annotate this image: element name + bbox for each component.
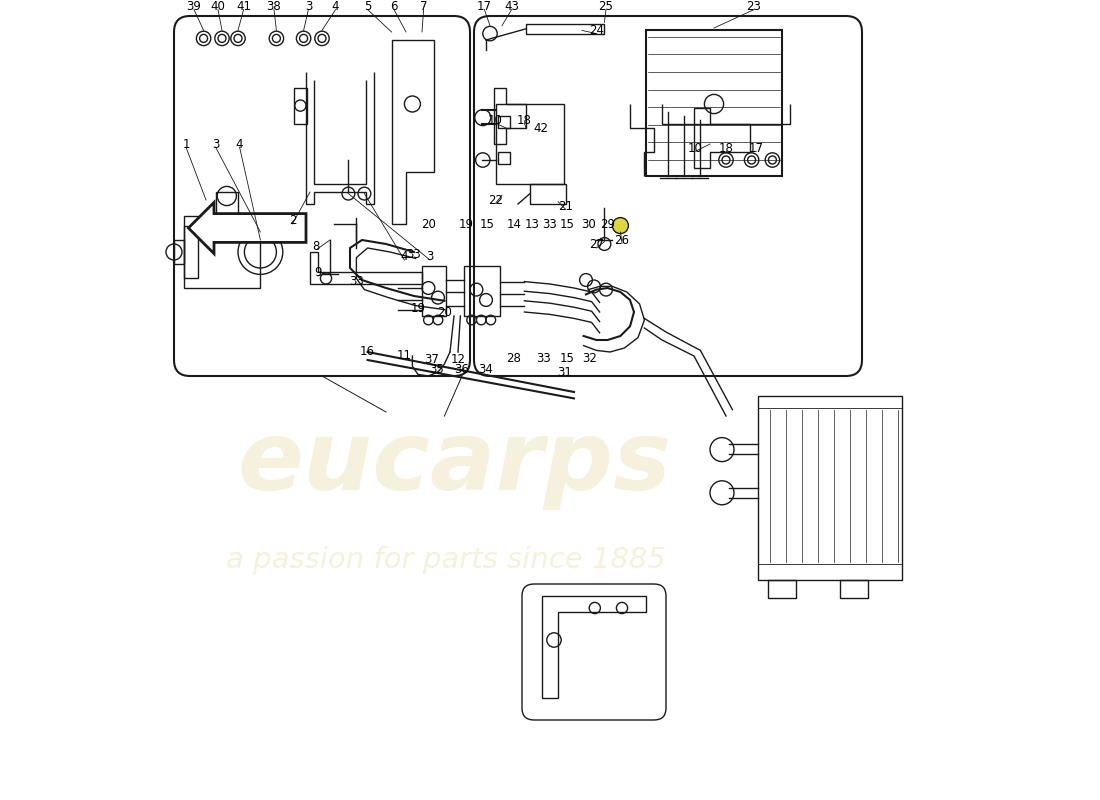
- Text: 7: 7: [420, 0, 427, 13]
- FancyBboxPatch shape: [174, 16, 470, 376]
- Text: 30: 30: [581, 218, 596, 230]
- Text: 40: 40: [210, 0, 225, 13]
- Text: 34: 34: [478, 363, 494, 376]
- Text: 1: 1: [183, 138, 189, 150]
- Text: 9: 9: [315, 266, 321, 278]
- Text: 10: 10: [488, 114, 503, 126]
- Text: 3: 3: [427, 250, 433, 262]
- Text: 15: 15: [560, 352, 575, 365]
- Text: 33: 33: [542, 218, 558, 230]
- Text: 2: 2: [288, 214, 296, 226]
- Text: 31: 31: [557, 366, 572, 378]
- Text: a passion for parts since 1885: a passion for parts since 1885: [227, 546, 666, 574]
- Text: 32: 32: [583, 352, 597, 365]
- Text: eucarps: eucarps: [236, 418, 671, 510]
- Text: 33: 33: [407, 248, 421, 261]
- Text: 11: 11: [397, 350, 411, 362]
- Text: 13: 13: [525, 218, 540, 230]
- Text: 39: 39: [187, 0, 201, 13]
- Text: 33: 33: [349, 275, 364, 288]
- Text: 33: 33: [536, 352, 551, 365]
- Text: 6: 6: [390, 0, 398, 13]
- Text: 24: 24: [588, 24, 604, 37]
- Text: 8: 8: [312, 240, 320, 253]
- FancyBboxPatch shape: [474, 16, 862, 376]
- Text: 18: 18: [517, 114, 531, 126]
- Text: 5: 5: [364, 0, 372, 13]
- Text: 35: 35: [429, 363, 443, 376]
- Text: 21: 21: [559, 200, 573, 213]
- Text: 3: 3: [305, 0, 312, 13]
- Text: 4: 4: [400, 250, 408, 262]
- Text: 17: 17: [477, 0, 492, 13]
- Text: 29: 29: [601, 218, 615, 230]
- Text: 10: 10: [689, 142, 703, 154]
- Text: 3: 3: [212, 138, 219, 150]
- Text: 43: 43: [504, 0, 519, 13]
- Text: 38: 38: [266, 0, 282, 13]
- Text: 36: 36: [454, 363, 470, 376]
- Text: 20: 20: [421, 218, 436, 230]
- Text: 12: 12: [451, 354, 465, 366]
- Text: 19: 19: [410, 302, 426, 314]
- Text: 28: 28: [507, 352, 521, 365]
- Text: 37: 37: [425, 354, 439, 366]
- Text: 18: 18: [718, 142, 734, 154]
- Text: 4: 4: [332, 0, 339, 13]
- Text: 4: 4: [235, 138, 243, 150]
- Text: 22: 22: [488, 194, 503, 206]
- Text: 15: 15: [560, 218, 575, 230]
- Text: 15: 15: [481, 218, 495, 230]
- Text: 26: 26: [615, 234, 629, 246]
- Text: 20: 20: [437, 306, 452, 318]
- Text: 19: 19: [459, 218, 473, 230]
- Text: 16: 16: [360, 346, 375, 358]
- Polygon shape: [188, 202, 306, 254]
- Text: 23: 23: [747, 0, 761, 13]
- FancyBboxPatch shape: [522, 584, 666, 720]
- Text: 42: 42: [532, 122, 548, 134]
- Circle shape: [613, 218, 628, 234]
- Text: 27: 27: [588, 238, 604, 250]
- Text: 17: 17: [749, 142, 763, 154]
- Text: 25: 25: [598, 0, 614, 13]
- Text: 41: 41: [236, 0, 251, 13]
- Text: 14: 14: [506, 218, 521, 230]
